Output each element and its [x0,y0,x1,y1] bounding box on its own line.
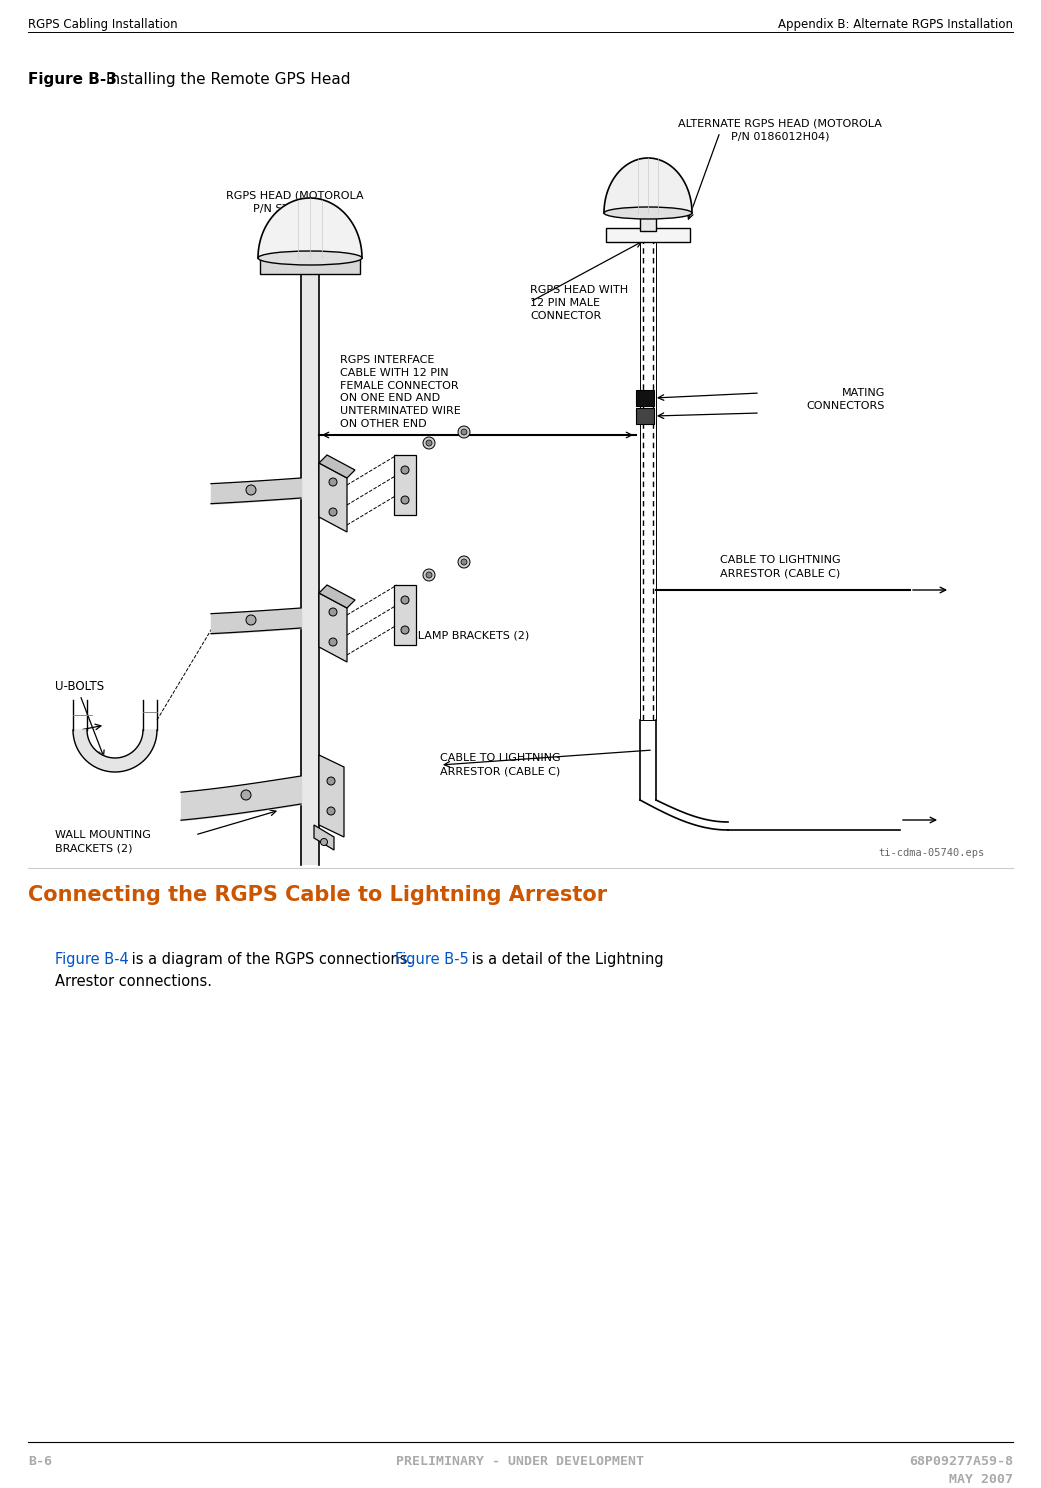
Text: B-6: B-6 [28,1455,52,1469]
Bar [393,455,416,515]
Circle shape [327,806,335,815]
Text: Connecting the RGPS Cable to Lightning Arrestor: Connecting the RGPS Cable to Lightning A… [28,885,607,905]
Circle shape [423,437,435,449]
Polygon shape [258,198,362,257]
Circle shape [401,626,409,634]
Circle shape [401,496,409,504]
Text: CABLE TO LIGHTNING
ARRESTOR (CABLE C): CABLE TO LIGHTNING ARRESTOR (CABLE C) [440,753,561,777]
Polygon shape [314,824,334,850]
Circle shape [246,615,256,625]
Circle shape [401,466,409,475]
Text: CLAMP BRACKETS (2): CLAMP BRACKETS (2) [410,629,529,640]
Text: MAY 2007: MAY 2007 [949,1473,1013,1487]
Polygon shape [319,585,355,609]
Circle shape [423,568,435,580]
Text: RGPS HEAD WITH
12 PIN MALE
CONNECTOR: RGPS HEAD WITH 12 PIN MALE CONNECTOR [530,286,628,321]
Circle shape [329,478,337,487]
Bar [636,408,654,424]
Bar [260,257,360,274]
Text: MATING
CONNECTORS: MATING CONNECTORS [807,388,885,411]
Bar [636,390,654,406]
Ellipse shape [604,207,692,219]
Text: Figure B-4: Figure B-4 [55,952,129,967]
Circle shape [461,559,467,565]
Text: CABLE TO LIGHTNING
ARRESTOR (CABLE C): CABLE TO LIGHTNING ARRESTOR (CABLE C) [720,555,841,579]
Text: Arrestor connections.: Arrestor connections. [55,975,212,990]
Circle shape [242,790,251,801]
Circle shape [329,507,337,516]
Bar [301,269,319,865]
Polygon shape [319,594,347,662]
Circle shape [329,638,337,646]
Circle shape [426,571,432,577]
Bar [640,238,656,720]
Circle shape [401,597,409,604]
Text: Installing the Remote GPS Head: Installing the Remote GPS Head [106,71,351,86]
Circle shape [329,609,337,616]
Polygon shape [319,754,344,836]
Bar [300,240,320,262]
Text: PRELIMINARY - UNDER DEVELOPMENT: PRELIMINARY - UNDER DEVELOPMENT [396,1455,644,1469]
Polygon shape [604,158,692,213]
Polygon shape [73,731,157,772]
Text: RGPS Cabling Installation: RGPS Cabling Installation [28,18,178,31]
Circle shape [458,426,469,437]
Text: ti-cdma-05740.eps: ti-cdma-05740.eps [879,848,985,859]
Text: ALTERNATE RGPS HEAD (MOTOROLA
P/N 0186012H04): ALTERNATE RGPS HEAD (MOTOROLA P/N 018601… [678,118,882,141]
Text: 68P09277A59-8: 68P09277A59-8 [909,1455,1013,1469]
Text: RGPS INTERFACE
CABLE WITH 12 PIN
FEMALE CONNECTOR
ON ONE END AND
UNTERMINATED WI: RGPS INTERFACE CABLE WITH 12 PIN FEMALE … [340,356,461,429]
Bar [606,228,690,243]
Circle shape [458,557,469,568]
Polygon shape [319,463,347,533]
Polygon shape [319,455,355,478]
Text: Figure B-3: Figure B-3 [28,71,117,86]
Text: U-BOLTS: U-BOLTS [55,680,104,693]
Circle shape [246,485,256,496]
Text: WALL MOUNTING
BRACKETS (2): WALL MOUNTING BRACKETS (2) [55,830,151,853]
Circle shape [321,839,328,845]
Text: Appendix B: Alternate RGPS Installation: Appendix B: Alternate RGPS Installation [778,18,1013,31]
Bar [393,585,416,644]
Text: is a diagram of the RGPS connections.: is a diagram of the RGPS connections. [127,952,422,967]
Circle shape [327,777,335,786]
Text: RGPS HEAD (MOTOROLA
P/N STLN6594): RGPS HEAD (MOTOROLA P/N STLN6594) [226,190,363,213]
Bar [640,213,656,231]
Text: Figure B-5: Figure B-5 [395,952,468,967]
Text: is a detail of the Lightning: is a detail of the Lightning [467,952,663,967]
Ellipse shape [258,251,362,265]
Circle shape [426,440,432,446]
Circle shape [461,429,467,434]
